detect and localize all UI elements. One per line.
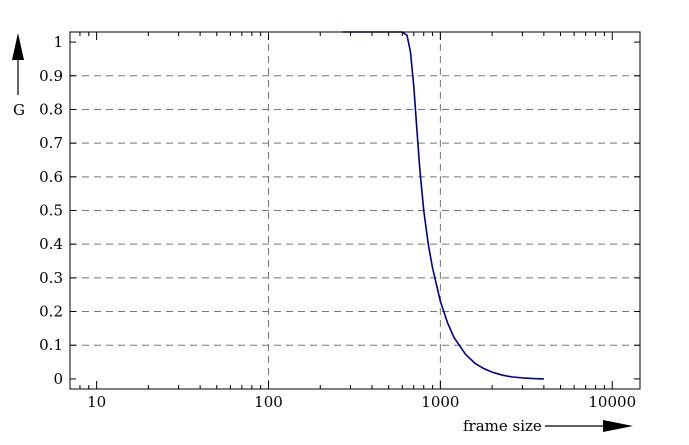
ticks [69,32,640,389]
y-tick-label: 0.8 [39,100,63,118]
plot-area [342,31,544,380]
x-axis-title: frame size [463,417,542,435]
grid [70,32,640,389]
y-tick-label: 0.1 [39,336,63,354]
y-tick-label: 0.2 [39,303,63,321]
x-tick-label: 100 [254,393,283,411]
y-tick-label: 0.6 [39,168,63,186]
y-tick-label: 0 [53,370,63,388]
y-tick-label: 0.5 [39,202,63,220]
x-tick-label: 10 [87,393,106,411]
x-tick-label: 1000 [421,393,459,411]
y-tick-label: 0.4 [39,235,63,253]
y-axis-arrow-icon [12,33,24,60]
x-axis-arrow-icon [603,420,633,432]
y-tick-label: 1 [53,33,63,51]
tick-labels: 0 0.1 0.2 0.3 0.4 0.5 0.6 0.7 0.8 0.9 1 10 100 1000 10… [39,33,636,411]
series-line [342,31,544,380]
y-tick-label: 0.3 [39,269,63,287]
y-tick-label: 0.9 [39,67,63,85]
y-tick-label: 0.7 [39,134,63,152]
x-tick-label: 10000 [588,393,636,411]
y-axis-title: G [13,101,25,119]
